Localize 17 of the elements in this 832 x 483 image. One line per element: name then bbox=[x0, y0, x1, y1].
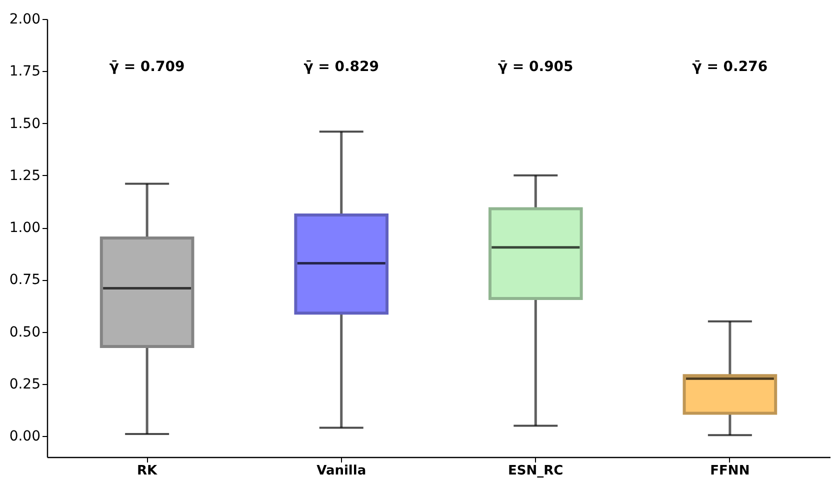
y-tick-label: 0.00 bbox=[9, 428, 40, 445]
y-tick-label: 2.00 bbox=[9, 12, 40, 28]
annotation: γ̄ = 0.829 bbox=[304, 59, 380, 75]
x-tick-label: FFNN bbox=[710, 464, 750, 478]
y-tick-label: 0.75 bbox=[9, 272, 40, 288]
annotation: γ̄ = 0.905 bbox=[498, 59, 574, 75]
x-tick-label: RK bbox=[137, 464, 158, 478]
y-tick-label: 1.50 bbox=[9, 116, 40, 132]
y-tick-label: 0.50 bbox=[9, 324, 40, 340]
y-tick-label: 1.00 bbox=[9, 220, 40, 236]
y-tick-label: 1.75 bbox=[9, 64, 40, 80]
y-tick-label: 1.25 bbox=[9, 168, 40, 184]
annotation: γ̄ = 0.276 bbox=[692, 59, 768, 75]
x-tick-label: Vanilla bbox=[316, 464, 366, 478]
x-tick-label: ESN_RC bbox=[508, 464, 564, 478]
annotation: γ̄ = 0.709 bbox=[109, 59, 185, 75]
y-tick-label: 0.25 bbox=[9, 376, 40, 392]
